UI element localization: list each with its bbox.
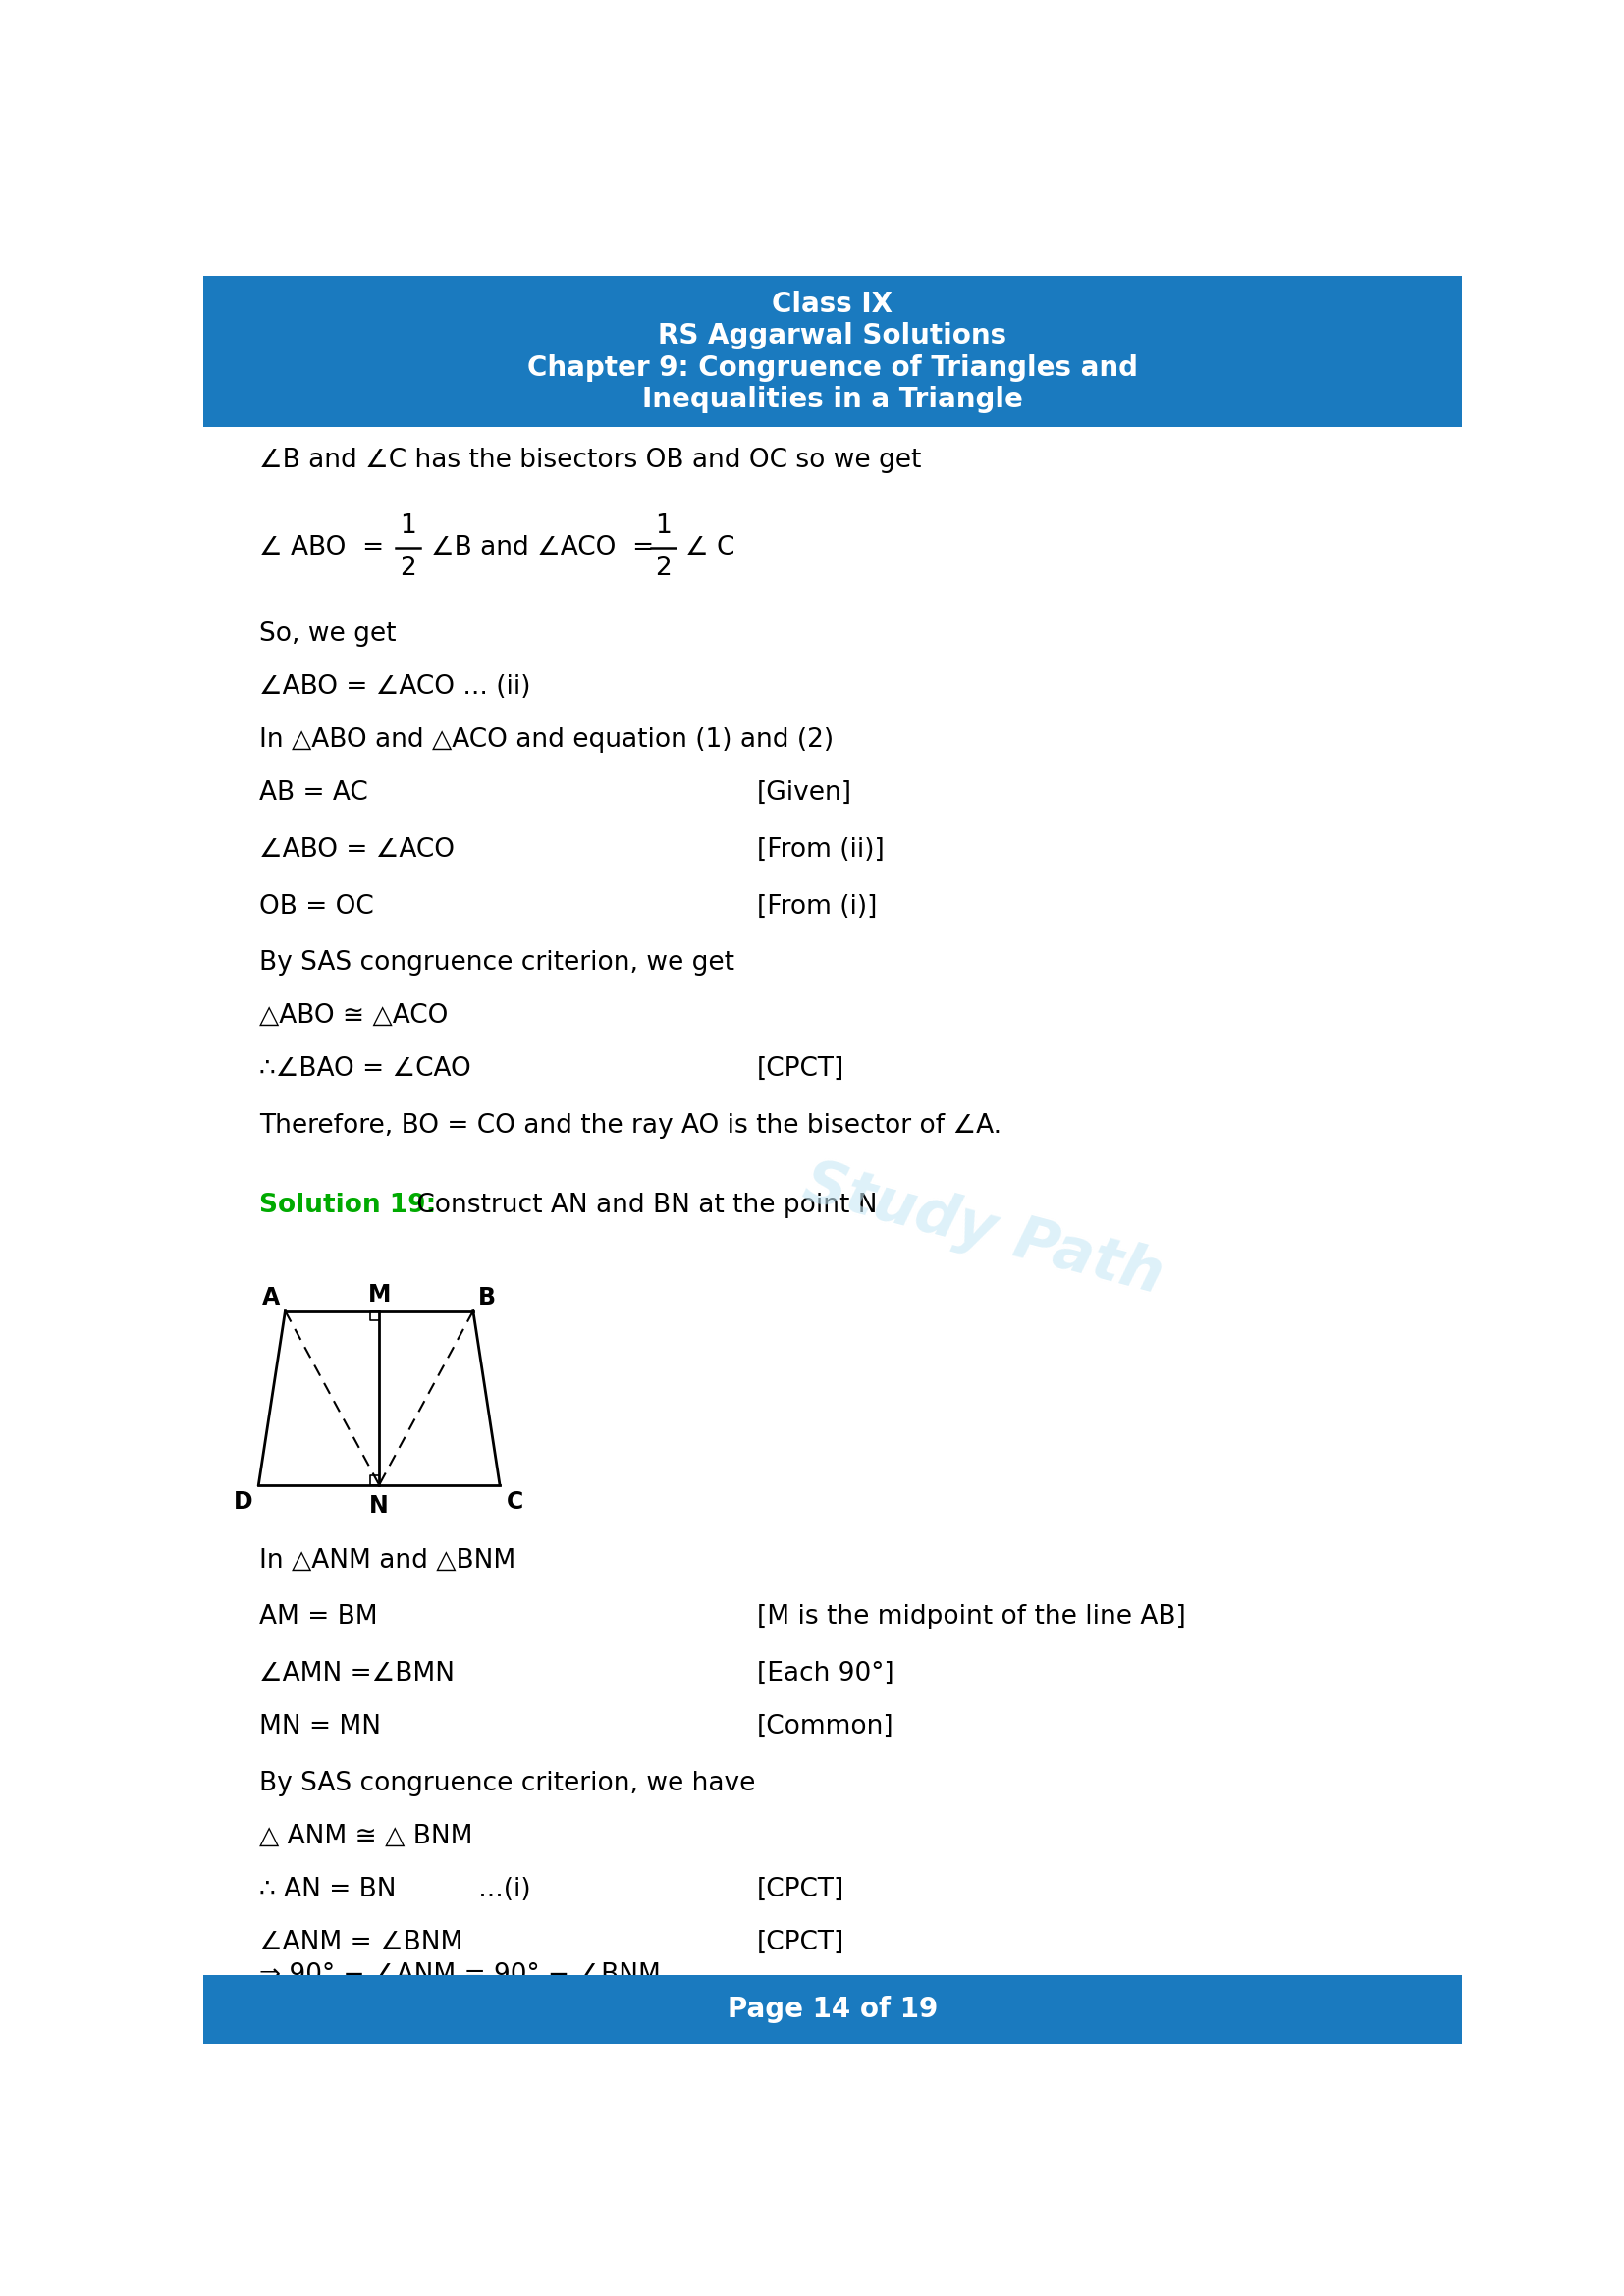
Text: MN = MN: MN = MN [260,1715,382,1740]
Text: Class IX: Class IX [771,292,893,317]
Text: [M is the midpoint of the line AB]: [M is the midpoint of the line AB] [757,1605,1186,1630]
Text: By SAS congruence criterion, we have: By SAS congruence criterion, we have [260,1770,755,1795]
Text: AB = AC: AB = AC [260,781,369,806]
Text: So, we get: So, we get [260,622,396,647]
Text: [From (ii)]: [From (ii)] [757,838,883,863]
Text: OB = OC: OB = OC [260,893,374,918]
Bar [203,276,1462,427]
Text: ∠B and ∠ACO  =: ∠B and ∠ACO = [430,535,654,560]
Text: ∠B and ∠C has the bisectors OB and OC so we get: ∠B and ∠C has the bisectors OB and OC so… [260,448,922,473]
Text: △ ANM ≅ △ BNM: △ ANM ≅ △ BNM [260,1823,473,1848]
Text: [Common]: [Common] [757,1715,893,1740]
Text: [Given]: [Given] [757,781,853,806]
Text: D: D [234,1490,253,1513]
Text: Study Path: Study Path [797,1155,1169,1306]
Text: ∠AMN =∠BMN: ∠AMN =∠BMN [260,1660,455,1688]
Text: Inequalities in a Triangle: Inequalities in a Triangle [641,386,1023,413]
Text: N: N [370,1495,388,1518]
Text: Therefore, BO = CO and the ray AO is the bisector of ∠A.: Therefore, BO = CO and the ray AO is the… [260,1114,1002,1139]
Text: A: A [263,1286,281,1309]
Text: By SAS congruence criterion, we get: By SAS congruence criterion, we get [260,951,734,976]
Text: 1: 1 [654,514,671,540]
Text: ∠ C: ∠ C [685,535,736,560]
Text: ∠ANM = ∠BNM: ∠ANM = ∠BNM [260,1929,463,1954]
Text: In △ANM and △BNM: In △ANM and △BNM [260,1548,516,1573]
Text: AM = BM: AM = BM [260,1605,378,1630]
Text: M: M [367,1283,391,1306]
Text: [CPCT]: [CPCT] [757,1056,844,1081]
Bar [203,1975,1462,2043]
Text: Page 14 of 19: Page 14 of 19 [728,1995,937,2023]
Text: ⇒ ∠AND =∠BNC  ...(ii): ⇒ ∠AND =∠BNC ...(ii) [260,1998,554,2023]
Text: Chapter 9: Congruence of Triangles and: Chapter 9: Congruence of Triangles and [526,354,1138,381]
Text: ∴ AN = BN          ...(i): ∴ AN = BN ...(i) [260,1876,531,1901]
Text: ⇒ 90° − ∠ANM = 90° − ∠BNM: ⇒ 90° − ∠ANM = 90° − ∠BNM [260,1961,661,1988]
Text: C: C [507,1490,523,1513]
Text: ∠ABO = ∠ACO: ∠ABO = ∠ACO [260,838,455,863]
Text: 2: 2 [400,556,416,581]
Text: Solution 19:: Solution 19: [260,1192,437,1217]
Text: △ABO ≅ △ACO: △ABO ≅ △ACO [260,1003,448,1029]
Text: In △ABO and △ACO and equation (1) and (2): In △ABO and △ACO and equation (1) and (2… [260,728,835,753]
Text: [From (i)]: [From (i)] [757,893,877,918]
Text: Construct AN and BN at the point N: Construct AN and BN at the point N [408,1192,877,1217]
Text: RS Aggarwal Solutions: RS Aggarwal Solutions [658,321,1007,349]
Text: [CPCT]: [CPCT] [757,1929,844,1954]
Text: 2: 2 [654,556,671,581]
Text: ∴∠BAO = ∠CAO: ∴∠BAO = ∠CAO [260,1056,471,1081]
Text: 1: 1 [400,514,416,540]
Text: B: B [477,1286,495,1309]
Text: [CPCT]: [CPCT] [757,1876,844,1901]
Text: ∠ ABO  =: ∠ ABO = [260,535,385,560]
Text: [Each 90°]: [Each 90°] [757,1660,893,1688]
Text: ∠ABO = ∠ACO ... (ii): ∠ABO = ∠ACO ... (ii) [260,675,531,700]
